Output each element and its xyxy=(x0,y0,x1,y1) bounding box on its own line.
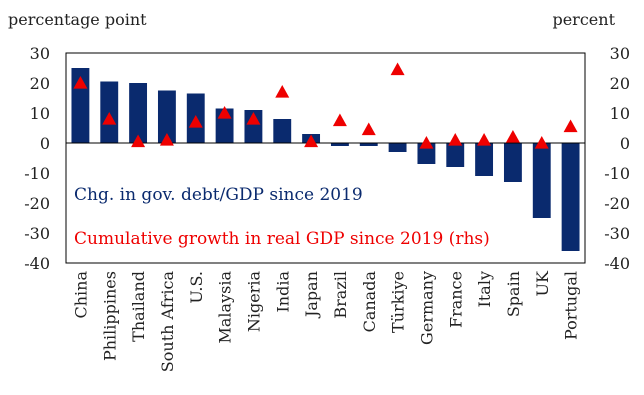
x-tick-label: Türkiye xyxy=(389,271,408,333)
marker xyxy=(73,76,88,89)
legend-marker-series: Cumulative growth in real GDP since 2019… xyxy=(74,229,490,249)
bar xyxy=(475,143,494,176)
x-tick-label: UK xyxy=(533,270,552,296)
x-tick-label: Portugal xyxy=(562,271,581,340)
left-tick-label: 0 xyxy=(40,134,50,153)
plot-area-frame xyxy=(65,52,586,264)
bar xyxy=(561,143,580,251)
marker xyxy=(534,136,549,149)
x-tick-label: Canada xyxy=(360,271,379,333)
right-tick-label: 10 xyxy=(610,104,630,123)
bar xyxy=(330,143,349,146)
left-tick-label: 30 xyxy=(30,44,50,63)
x-tick-label: Brazil xyxy=(331,271,350,319)
right-tick-label: 30 xyxy=(610,44,630,63)
bar xyxy=(129,83,148,143)
marker xyxy=(217,106,232,119)
marker xyxy=(102,112,117,125)
marker xyxy=(332,113,347,127)
marker xyxy=(419,136,434,149)
marker-series xyxy=(73,62,578,149)
marker xyxy=(188,115,203,128)
x-tick-label: France xyxy=(446,271,465,328)
x-tick-label: Philippines xyxy=(100,271,119,361)
marker xyxy=(131,134,146,148)
left-tick-label: -20 xyxy=(24,194,50,213)
right-y-axis: 30 20 10 0 -10 -20 -30 -40 xyxy=(604,44,630,273)
right-tick-label: -30 xyxy=(604,224,630,243)
marker xyxy=(448,133,463,146)
right-tick-label: -10 xyxy=(604,164,630,183)
x-axis-labels: China Philippines Thailand South Africa U.S.… xyxy=(71,270,580,372)
legend-bar-series: Chg. in gov. debt/GDP since 2019 xyxy=(74,185,363,205)
x-tick-label: China xyxy=(71,271,90,319)
bar xyxy=(273,119,292,143)
x-tick-label: U.S. xyxy=(187,271,206,304)
bar xyxy=(244,110,263,143)
right-tick-label: 20 xyxy=(610,74,630,93)
left-tick-label: 10 xyxy=(30,104,50,123)
x-tick-label: South Africa xyxy=(158,271,177,373)
left-y-axis: 30 20 10 0 -10 -20 -30 -40 xyxy=(24,44,50,273)
bar xyxy=(446,143,465,167)
x-tick-label: Spain xyxy=(504,271,523,317)
bar xyxy=(388,143,407,152)
left-tick-label: -30 xyxy=(24,224,50,243)
marker xyxy=(505,130,520,143)
marker xyxy=(361,122,376,136)
marker xyxy=(477,133,492,146)
x-tick-label: Thailand xyxy=(129,271,148,342)
x-tick-label: Italy xyxy=(475,271,494,307)
left-tick-label: -40 xyxy=(24,254,50,273)
bar xyxy=(359,143,378,146)
left-tick-label: -10 xyxy=(24,164,50,183)
bar xyxy=(532,143,551,218)
marker xyxy=(304,134,319,148)
x-tick-label: India xyxy=(273,271,292,313)
x-tick-label: Malaysia xyxy=(216,271,235,344)
marker xyxy=(275,85,290,98)
right-tick-label: -20 xyxy=(604,194,630,213)
marker xyxy=(246,112,261,125)
x-tick-label: Nigeria xyxy=(244,271,263,333)
left-tick-label: 20 xyxy=(30,74,50,93)
left-axis-unit-label: percentage point xyxy=(8,10,147,29)
x-tick-label: Japan xyxy=(302,271,321,319)
bar xyxy=(157,90,176,143)
marker xyxy=(390,62,405,76)
right-tick-label: -40 xyxy=(604,254,630,273)
x-tick-label: Germany xyxy=(417,271,436,345)
right-axis-unit-label: percent xyxy=(552,10,615,29)
bar xyxy=(503,143,522,182)
bar-series xyxy=(71,68,580,251)
right-tick-label: 0 xyxy=(620,134,630,153)
marker xyxy=(159,133,174,146)
marker xyxy=(563,119,578,133)
